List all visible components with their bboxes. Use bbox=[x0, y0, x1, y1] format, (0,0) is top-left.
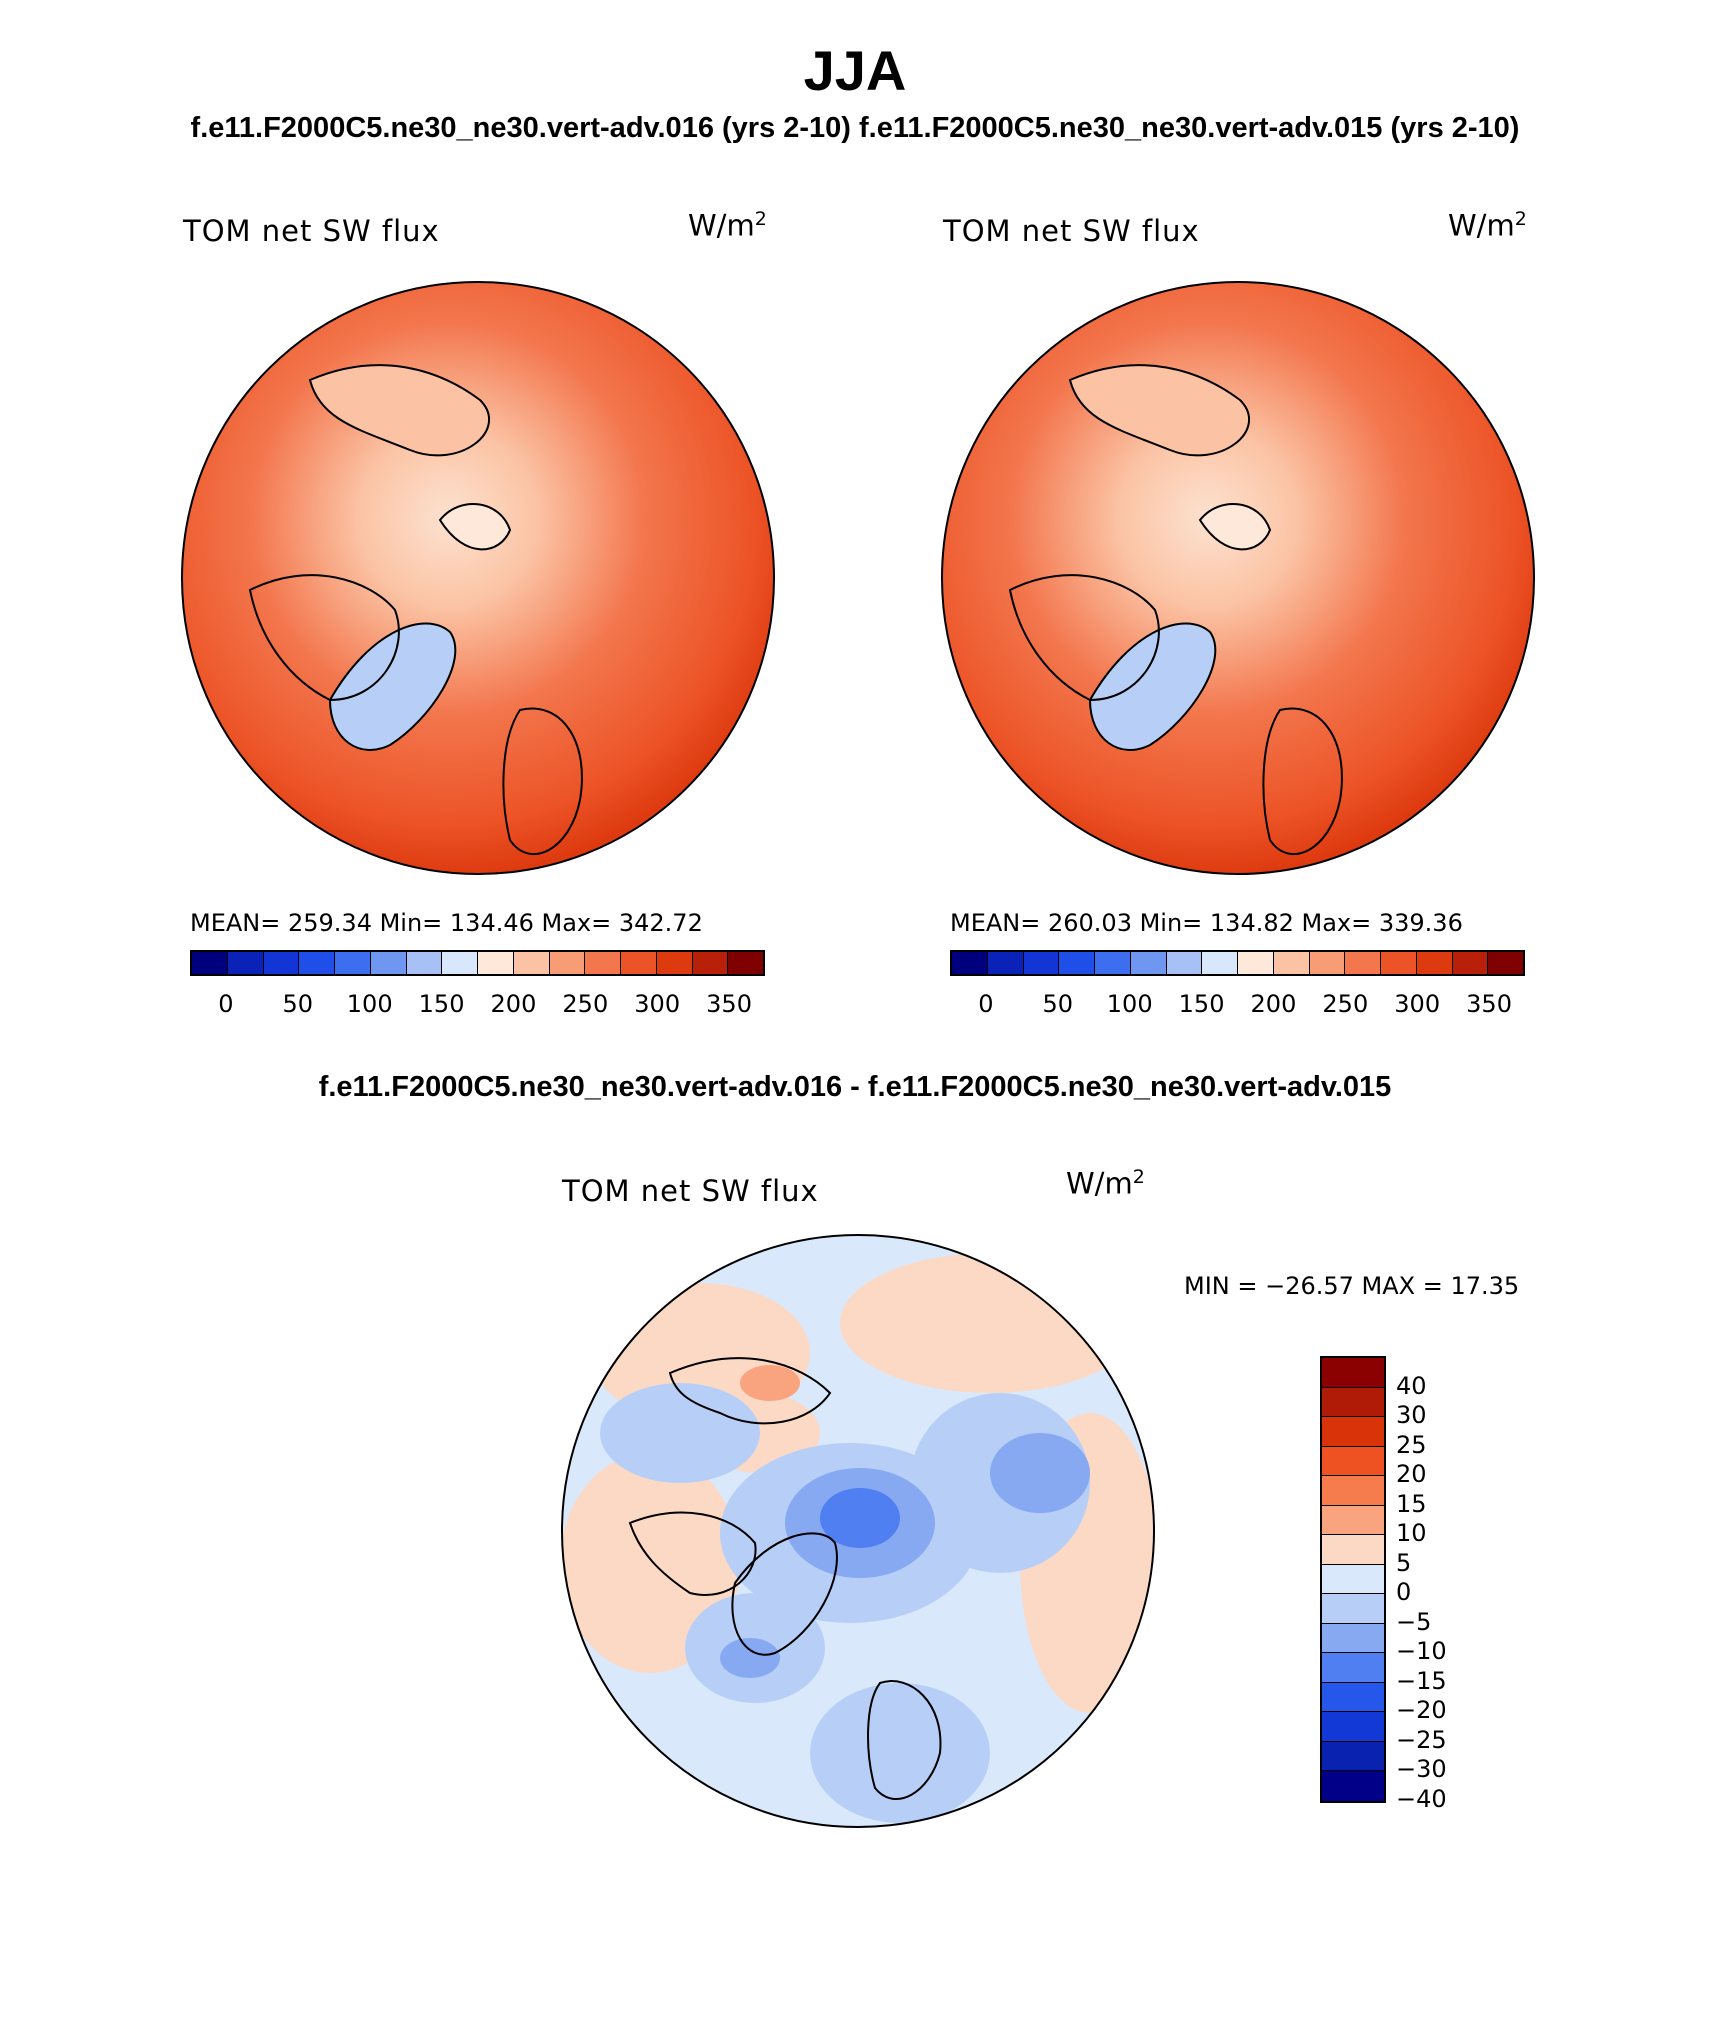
diff-colorbar-swatch bbox=[1322, 1358, 1384, 1388]
panel2-colorbar-tick-label: 100 bbox=[1106, 990, 1153, 1018]
panel2-colorbar-swatch bbox=[1381, 952, 1417, 974]
panel1-units: W/m2 bbox=[688, 208, 767, 243]
diff-colorbar-swatch bbox=[1322, 1387, 1384, 1417]
panel1-colorbar-swatch bbox=[370, 952, 407, 974]
panel1-colorbar-tick-label: 250 bbox=[562, 990, 609, 1018]
panel2-variable-label: TOM net SW flux bbox=[943, 214, 1200, 248]
panel1-colorbar bbox=[190, 950, 765, 976]
panel1-colorbar-swatch bbox=[656, 952, 693, 974]
panel2-colorbar-swatch bbox=[1488, 952, 1523, 974]
difference-polar-map bbox=[561, 1234, 1155, 1828]
panel1-colorbar-swatch bbox=[263, 952, 300, 974]
panel1-colorbar-tick-label: 100 bbox=[346, 990, 393, 1018]
panel2-colorbar-tick-label: 250 bbox=[1322, 990, 1369, 1018]
panel1-colorbar-swatch bbox=[513, 952, 550, 974]
diff-colorbar-swatch bbox=[1322, 1771, 1384, 1801]
panel2-colorbar bbox=[950, 950, 1525, 976]
diff-colorbar-tick-label: −10 bbox=[1396, 1637, 1447, 1665]
panel2-colorbar-swatch bbox=[1238, 952, 1274, 974]
diff-colorbar-swatch bbox=[1322, 1712, 1384, 1742]
difference-title: f.e11.F2000C5.ne30_ne30.vert-adv.016 - f… bbox=[318, 1071, 1392, 1103]
panel2-colorbar-swatch bbox=[952, 952, 988, 974]
panel2-colorbar-swatch bbox=[987, 952, 1024, 974]
diff-colorbar-tick-label: 40 bbox=[1396, 1371, 1427, 1400]
panel1-colorbar-swatch bbox=[227, 952, 264, 974]
diff-colorbar-swatch bbox=[1322, 1476, 1384, 1506]
diff-colorbar-swatch bbox=[1322, 1682, 1384, 1712]
diff-colorbar-tick-label: −30 bbox=[1396, 1755, 1447, 1783]
panel2-polar-map bbox=[941, 281, 1535, 875]
case-titles: f.e11.F2000C5.ne30_ne30.vert-adv.016 (yr… bbox=[190, 112, 1520, 144]
panel1-colorbar-swatch bbox=[406, 952, 443, 974]
diff-colorbar-tick-label: 25 bbox=[1396, 1430, 1427, 1459]
panel1-stats: MEAN= 259.34 Min= 134.46 Max= 342.72 bbox=[190, 909, 703, 937]
panel1-colorbar-swatch bbox=[478, 952, 514, 974]
panel2-colorbar-swatch bbox=[1452, 952, 1489, 974]
panel1-colorbar-tick-label: 300 bbox=[634, 990, 681, 1018]
panel1-colorbar-tick-label: 200 bbox=[490, 990, 537, 1018]
panel1-colorbar-tick-label: 50 bbox=[282, 990, 314, 1018]
diff-colorbar-swatch bbox=[1322, 1417, 1384, 1447]
diff-colorbar-swatch bbox=[1322, 1741, 1384, 1771]
diff-colorbar-swatch bbox=[1322, 1446, 1384, 1476]
diff-colorbar-tick-label: 30 bbox=[1396, 1401, 1427, 1429]
panel2-colorbar-labels: 0 50 100 150 200 250 300 350 bbox=[950, 990, 1525, 1020]
diff-colorbar-tick-label: −15 bbox=[1396, 1666, 1447, 1695]
panel2-colorbar-tick-label: 0 bbox=[978, 990, 994, 1018]
panel2-colorbar-swatch bbox=[1309, 952, 1346, 974]
diff-colorbar-tick-label: −20 bbox=[1396, 1696, 1447, 1724]
diff-colorbar-swatch bbox=[1322, 1535, 1384, 1565]
panel1-colorbar-swatch bbox=[621, 952, 657, 974]
panel1-colorbar-labels: 0 50 100 150 200 250 300 350 bbox=[190, 990, 765, 1020]
page-title: JJA bbox=[803, 39, 907, 102]
diff-colorbar-tick-label: 5 bbox=[1396, 1548, 1412, 1577]
panel2-colorbar-swatch bbox=[1416, 952, 1453, 974]
diff-colorbar-swatch bbox=[1322, 1505, 1384, 1535]
panel2-colorbar-tick-label: 350 bbox=[1466, 990, 1512, 1018]
diff-colorbar-tick-label: 20 bbox=[1396, 1460, 1427, 1488]
panel2-colorbar-tick-label: 50 bbox=[1042, 990, 1074, 1018]
diff-colorbar-labels: 40 30 25 20 15 10 5 0 −5 −10 −15 −20 −25 −30 −40 bbox=[1396, 1356, 1476, 1813]
diff-colorbar-tick-label: 0 bbox=[1396, 1578, 1412, 1606]
diff-colorbar-swatch bbox=[1322, 1653, 1384, 1683]
diff-variable-label: TOM net SW flux bbox=[562, 1174, 819, 1208]
panel2-colorbar-tick-label: 150 bbox=[1178, 990, 1225, 1018]
panel1-colorbar-swatch bbox=[192, 952, 228, 974]
panel2-colorbar-swatch bbox=[1273, 952, 1310, 974]
panel1-colorbar-tick-label: 150 bbox=[418, 990, 465, 1018]
panel1-colorbar-swatch bbox=[692, 952, 729, 974]
panel2-colorbar-swatch bbox=[1023, 952, 1060, 974]
panel1-colorbar-swatch bbox=[442, 952, 478, 974]
diff-colorbar-swatch bbox=[1322, 1564, 1384, 1594]
panel2-colorbar-swatch bbox=[1166, 952, 1203, 974]
diff-colorbar-tick-label: −40 bbox=[1396, 1784, 1447, 1813]
diff-colorbar-swatch bbox=[1322, 1594, 1384, 1624]
panel2-stats: MEAN= 260.03 Min= 134.82 Max= 339.36 bbox=[950, 909, 1463, 937]
panel1-colorbar-swatch bbox=[728, 952, 763, 974]
panel2-colorbar-tick-label: 200 bbox=[1250, 990, 1297, 1018]
panel2-units: W/m2 bbox=[1448, 208, 1527, 243]
panel2-colorbar-swatch bbox=[1202, 952, 1238, 974]
panel1-colorbar-swatch bbox=[335, 952, 371, 974]
panel1-colorbar-tick-label: 350 bbox=[706, 990, 752, 1018]
diff-colorbar-tick-label: 15 bbox=[1396, 1489, 1427, 1518]
panel2-colorbar-swatch bbox=[1345, 952, 1381, 974]
panel1-variable-label: TOM net SW flux bbox=[183, 214, 440, 248]
diff-colorbar-tick-label: −25 bbox=[1396, 1725, 1447, 1754]
panel2-colorbar-swatch bbox=[1130, 952, 1167, 974]
panel1-colorbar-swatch bbox=[549, 952, 586, 974]
panel1-colorbar-swatch bbox=[299, 952, 335, 974]
diff-colorbar bbox=[1320, 1356, 1386, 1803]
panel2-colorbar-tick-label: 300 bbox=[1394, 990, 1441, 1018]
diff-colorbar-swatch bbox=[1322, 1623, 1384, 1653]
panel2-colorbar-swatch bbox=[1095, 952, 1131, 974]
panel1-colorbar-tick-label: 0 bbox=[218, 990, 234, 1018]
panel1-polar-map bbox=[181, 281, 775, 875]
panel1-colorbar-swatch bbox=[585, 952, 621, 974]
diff-min-max: MIN = −26.57 MAX = 17.35 bbox=[1184, 1272, 1520, 1300]
diff-colorbar-tick-label: 10 bbox=[1396, 1519, 1427, 1547]
diff-colorbar-tick-label: −5 bbox=[1396, 1607, 1432, 1636]
panel2-colorbar-swatch bbox=[1059, 952, 1095, 974]
diff-units: W/m2 bbox=[1066, 1166, 1145, 1201]
